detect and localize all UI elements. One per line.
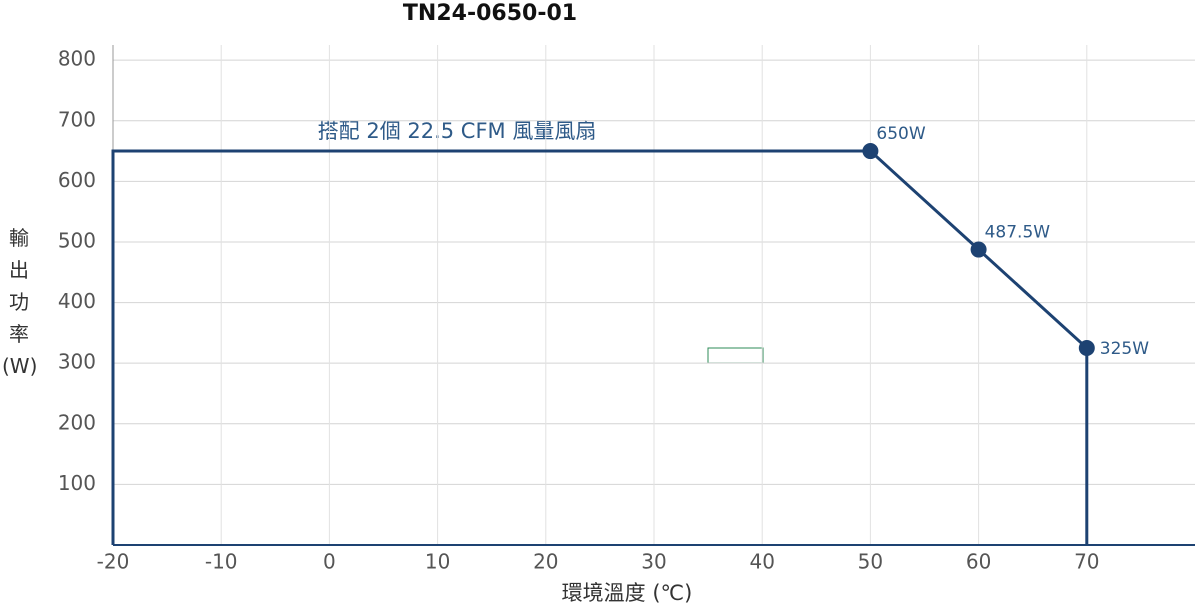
data-label: 487.5W xyxy=(985,223,1051,243)
x-tick-label: 30 xyxy=(641,550,666,574)
x-tick-label: -10 xyxy=(205,550,238,574)
data-label: 650W xyxy=(876,124,925,144)
annotation: 搭配 2個 22.5 CFM 風量風扇 xyxy=(318,119,597,143)
series-line xyxy=(111,149,1089,545)
y-tick-label: 400 xyxy=(58,289,96,313)
data-point xyxy=(970,241,987,258)
x-tick-label: 70 xyxy=(1074,550,1099,574)
x-tick-label: 20 xyxy=(533,550,558,574)
data-point xyxy=(862,143,879,160)
x-tick-label: 10 xyxy=(425,550,450,574)
y-tick-label: 500 xyxy=(58,228,96,252)
y-tick-label: 300 xyxy=(58,350,96,374)
y-tick-label: 100 xyxy=(58,471,96,495)
x-tick-label: 40 xyxy=(749,550,774,574)
x-tick-label: 60 xyxy=(966,550,991,574)
chart-title: TN24-0650-01 xyxy=(403,1,577,26)
data-point xyxy=(1078,340,1095,357)
y-tick-label: 700 xyxy=(58,107,96,131)
y-tick-label: 600 xyxy=(58,168,96,192)
y-tick-label: 800 xyxy=(58,47,96,71)
y-tick-label: 200 xyxy=(58,410,96,434)
x-tick-label: 50 xyxy=(858,550,883,574)
y-axis-label: 輸出功率(W) xyxy=(2,226,38,378)
x-axis-label: 環境溫度 (℃) xyxy=(562,581,693,605)
data-label: 325W xyxy=(1100,339,1149,359)
artifact-box xyxy=(707,347,764,364)
x-tick-label: 0 xyxy=(323,550,336,574)
x-tick-label: -20 xyxy=(97,550,130,574)
